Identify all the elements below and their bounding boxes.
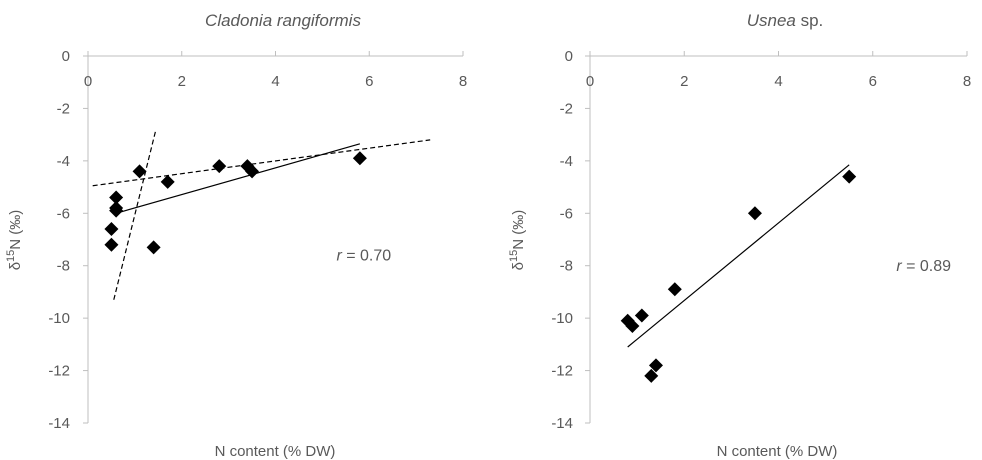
- y-tick-label: -6: [560, 205, 573, 222]
- x-axis-label: N content (% DW): [215, 443, 336, 460]
- data-point: [842, 169, 857, 184]
- data-point: [132, 164, 147, 179]
- data-point: [245, 164, 260, 179]
- y-tick-label: -8: [57, 258, 70, 275]
- y-tick-label: -14: [551, 415, 573, 432]
- data-point: [104, 237, 119, 252]
- x-tick-label: 0: [84, 73, 92, 90]
- x-tick-label: 0: [586, 73, 594, 90]
- x-tick-label: 4: [271, 73, 279, 90]
- y-tick-label: 0: [62, 48, 70, 65]
- data-point: [109, 203, 124, 218]
- y-tick-label: -12: [48, 363, 70, 380]
- data-point: [212, 159, 227, 174]
- trend-line-1: [627, 164, 850, 348]
- y-tick-label: -2: [57, 100, 70, 117]
- correlation-label: r = 0.70: [336, 247, 391, 264]
- dashed-trend-line-3: [113, 129, 157, 300]
- x-tick-label: 6: [365, 73, 373, 90]
- y-tick-label: -8: [560, 258, 573, 275]
- x-axis-label: N content (% DW): [717, 443, 838, 460]
- x-tick-label: 8: [963, 73, 971, 90]
- data-point: [352, 151, 367, 166]
- y-tick-label: -14: [48, 415, 70, 432]
- correlation-label: r = 0.89: [896, 258, 951, 275]
- panel-title: Usnea sp.: [747, 11, 824, 30]
- y-tick-label: -4: [57, 153, 70, 170]
- y-tick-label: -12: [551, 363, 573, 380]
- y-tick-label: -2: [560, 100, 573, 117]
- data-point: [625, 319, 640, 334]
- y-tick-label: -10: [551, 310, 573, 327]
- data-point: [160, 174, 175, 189]
- x-tick-label: 8: [459, 73, 467, 90]
- data-point: [747, 206, 762, 221]
- chart-panel-2: Usnea sp. 0 2 4 6 8 0 -2 -4 -6 -8 -10 -12 -14 N conten…: [508, 11, 971, 460]
- x-tick-label: 4: [774, 73, 782, 90]
- y-tick-label: -10: [48, 310, 70, 327]
- data-point: [146, 240, 161, 255]
- data-point: [667, 282, 682, 297]
- x-tick-label: 2: [178, 73, 186, 90]
- dashed-trend-line-2: [92, 139, 431, 187]
- data-point: [109, 190, 124, 205]
- y-tick-label: -6: [57, 205, 70, 222]
- data-point: [648, 358, 663, 373]
- y-axis-label: δ15N (‰): [508, 210, 527, 271]
- y-tick-label: 0: [565, 48, 573, 65]
- data-point: [634, 308, 649, 323]
- y-tick-label: -4: [560, 153, 573, 170]
- panel-title: Cladonia rangiformis: [205, 11, 361, 30]
- data-point: [104, 222, 119, 237]
- y-axis-label: δ15N (‰): [5, 210, 24, 271]
- chart-panel-1: Cladonia rangiformis 0 2 4 6 8 0 -2 -4 -6 -8 -10 -12…: [5, 11, 467, 460]
- x-tick-label: 6: [869, 73, 877, 90]
- x-tick-label: 2: [680, 73, 688, 90]
- data-point: [644, 368, 659, 383]
